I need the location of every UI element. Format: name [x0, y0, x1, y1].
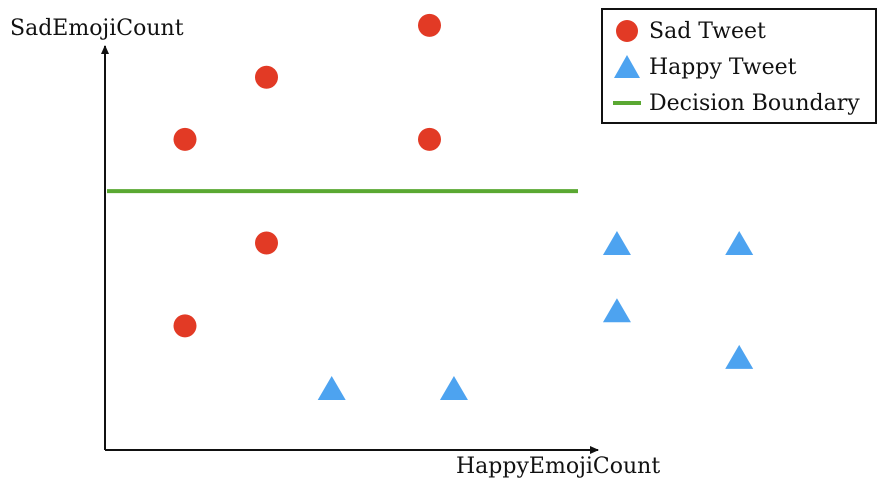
sad-tweet-point: [173, 314, 197, 338]
legend-label: Sad Tweet: [649, 18, 766, 44]
sad-tweet-point: [418, 127, 441, 151]
legend-label: Decision Boundary: [649, 90, 860, 116]
legend-label: Happy Tweet: [649, 54, 797, 80]
happy-tweet-point: [317, 376, 346, 400]
legend-item-decision-boundary: Decision Boundary: [613, 88, 860, 118]
legend: Sad Tweet Happy Tweet Decision Boundary: [601, 8, 877, 124]
y-axis-label: SadEmojiCount: [10, 16, 184, 41]
red-circle-icon: [616, 20, 638, 42]
sad-tweet-point: [255, 231, 278, 255]
happy-tweet-point: [602, 230, 631, 255]
sad-tweet-point: [255, 65, 278, 89]
sad-tweet-point: [173, 127, 197, 151]
happy-tweet-point: [439, 376, 468, 400]
happy-tweet-point: [725, 230, 754, 255]
legend-item-happy-tweet: Happy Tweet: [613, 52, 797, 82]
blue-triangle-icon: [614, 55, 640, 78]
legend-item-sad-tweet: Sad Tweet: [613, 16, 766, 46]
happy-tweet-point: [602, 298, 631, 323]
x-axis-label: HappyEmojiCount: [456, 454, 661, 479]
green-line-icon: [613, 101, 641, 105]
sad-tweet-point: [418, 13, 441, 37]
happy-tweet-point: [725, 344, 754, 369]
